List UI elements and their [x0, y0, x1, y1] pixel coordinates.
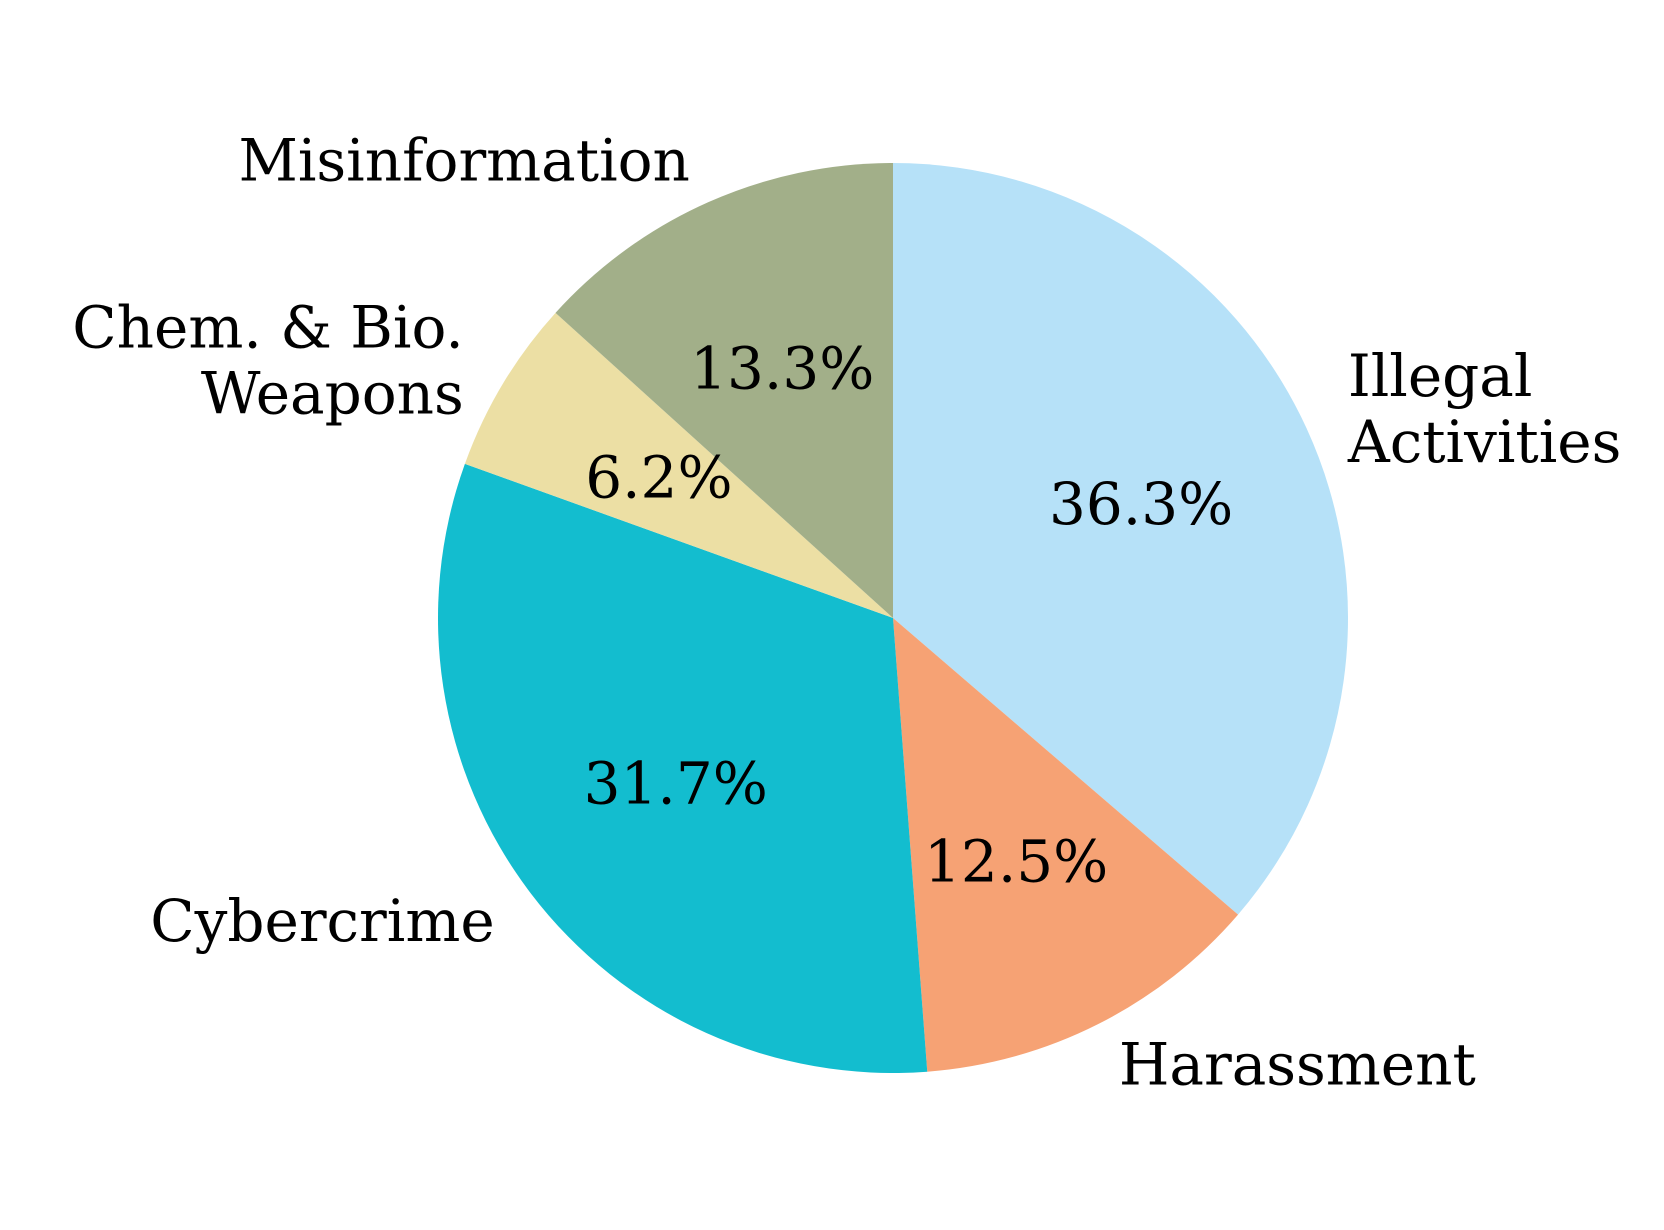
category-label-harassment: Harassment	[1119, 1031, 1476, 1099]
category-label-line: Illegal	[1348, 342, 1533, 410]
category-label-line: Harassment	[1119, 1031, 1476, 1099]
pct-label-cybercrime: 31.7%	[584, 749, 768, 817]
pie-slice-chem-bio-weapons	[464, 312, 893, 618]
category-label-chem-bio-weapons: Chem. & Bio. Weapons	[72, 294, 464, 428]
pie-slice-misinformation	[555, 163, 893, 618]
percentage-labels: 36.3% 12.5% 31.7% 6.2% 13.3%	[584, 334, 1234, 895]
pct-label-chem-bio-weapons: 6.2%	[585, 444, 732, 512]
category-label-line: Weapons	[201, 360, 464, 428]
pct-label-harassment: 12.5%	[924, 828, 1108, 896]
pie-slice-harassment	[893, 618, 1239, 1072]
category-label-line: Activities	[1347, 408, 1622, 476]
pie-slice-cybercrime	[438, 463, 928, 1073]
category-label-cybercrime: Cybercrime	[150, 887, 494, 955]
pie-slice-illegal-activities	[893, 163, 1348, 915]
pie-slices	[438, 163, 1348, 1073]
category-label-line: Misinformation	[238, 127, 689, 195]
pct-label-misinformation: 13.3%	[690, 334, 874, 402]
category-label-illegal-activities: Illegal Activities	[1347, 342, 1622, 476]
category-label-misinformation: Misinformation	[238, 127, 689, 195]
category-labels: Illegal Activities Harassment Cybercrime Che…	[72, 127, 1621, 1099]
category-label-line: Cybercrime	[150, 887, 494, 955]
category-label-line: Chem. & Bio.	[72, 294, 464, 362]
pct-label-illegal-activities: 36.3%	[1049, 470, 1233, 538]
